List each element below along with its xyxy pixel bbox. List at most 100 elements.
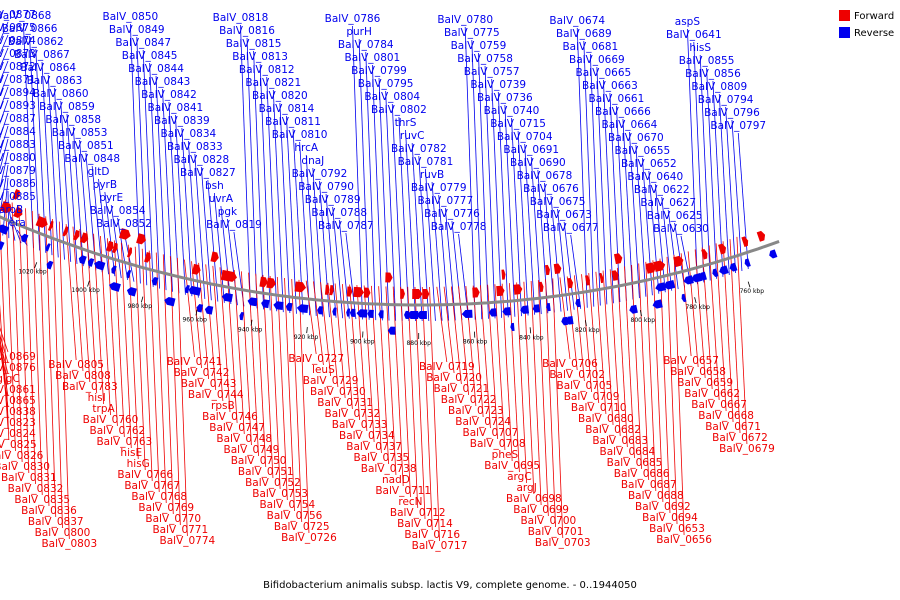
tick-mark: [529, 327, 532, 334]
tick-label: 780 kbp: [685, 304, 710, 311]
reverse-label: BalV_0758: [457, 53, 513, 65]
forward-gene-40: [472, 287, 480, 298]
forward-connector: [313, 281, 324, 366]
forward-connector: [523, 281, 535, 495]
forward-label: trpA: [92, 403, 115, 415]
forward-label: argJ: [516, 482, 536, 494]
reverse-connector: [23, 22, 34, 249]
reverse-connector: [0, 151, 9, 190]
forward-label: BalV_0865: [0, 395, 36, 407]
reverse-label: BalV_0675: [530, 196, 586, 208]
reverse-label: BalV_0775: [444, 27, 500, 39]
reverse-gene-95: [78, 255, 87, 265]
reverse-label: BalV_0652: [621, 158, 677, 170]
forward-connector: [659, 258, 671, 514]
forward-connector: [609, 269, 621, 437]
forward-connector: [79, 228, 91, 383]
reverse-connector: [484, 65, 496, 319]
reverse-gene-46: [404, 310, 409, 319]
forward-connector: [701, 247, 713, 390]
reverse-label: BalV_0787: [318, 220, 374, 232]
reverse-gene-3: [744, 258, 751, 268]
forward-connector: [429, 286, 440, 542]
forward-gene-29: [544, 264, 550, 276]
reverse-gene-11: [683, 275, 694, 285]
reverse-gene-72: [221, 292, 233, 303]
reverse-gene-82: [151, 276, 159, 286]
forward-label: nadD: [382, 474, 410, 486]
reverse-label: BalV_0797: [710, 120, 766, 132]
reverse-connector: [332, 206, 344, 319]
reverse-connector: [576, 27, 588, 308]
forward-label: rpsB: [211, 400, 235, 412]
reverse-gene-39: [488, 308, 497, 317]
forward-label: recN: [398, 496, 422, 508]
reverse-label: BalV_0821: [245, 77, 301, 89]
reverse-connector: [371, 64, 383, 321]
reverse-label: hisS: [689, 42, 711, 54]
legend-reverse-label: Reverse: [854, 28, 894, 39]
forward-gene-25: [567, 277, 574, 289]
reverse-gene-61: [317, 306, 324, 315]
forward-label: BalV_0685: [607, 457, 663, 469]
tick-label: 820 kbp: [575, 327, 600, 334]
reverse-connector: [458, 233, 469, 320]
forward-connector: [349, 284, 361, 421]
forward-gene-108: [0, 201, 12, 214]
reverse-label: gltD: [88, 166, 110, 178]
reverse-connector: [635, 144, 647, 297]
reverse-gene-76: [196, 303, 204, 313]
forward-connector: [494, 284, 506, 451]
reverse-label: BalV_0776: [424, 208, 480, 220]
reverse-connector: [725, 106, 737, 273]
reverse-connector: [0, 138, 9, 171]
forward-gene-27: [553, 263, 562, 275]
forward-connector: [480, 285, 491, 429]
forward-label: BalV_0746: [202, 411, 258, 423]
reverse-connector: [175, 114, 186, 295]
forward-label: BalV_0723: [448, 405, 504, 417]
forward-label: BalV_0808: [55, 370, 111, 382]
forward-gene-75: [210, 251, 219, 263]
reverse-label: BalV_0655: [615, 145, 671, 157]
forward-label: BalV_0711: [375, 485, 431, 497]
forward-connector: [120, 242, 132, 449]
forward-connector: [487, 284, 499, 440]
forward-label: BalV_0720: [426, 372, 482, 384]
forward-connector: [645, 261, 657, 492]
reverse-gene-67: [261, 299, 270, 309]
forward-connector: [638, 263, 650, 481]
forward-label: BalV_0766: [117, 469, 173, 481]
forward-gene-101: [47, 220, 54, 231]
tick-label: 940 kbp: [238, 327, 263, 334]
forward-connector: [255, 273, 267, 468]
forward-connector: [291, 278, 303, 523]
forward-label: BalV_0708: [470, 438, 526, 450]
reverse-label: BalV_0801: [345, 52, 401, 64]
reverse-connector: [648, 170, 660, 294]
reverse-label: purH: [346, 26, 372, 38]
reverse-connector: [609, 92, 621, 303]
reverse-connector: [149, 62, 161, 289]
forward-label: BalV_0682: [585, 424, 641, 436]
reverse-gene-45: [406, 310, 419, 319]
forward-label: BalV_0721: [433, 383, 489, 395]
reverse-label: BalV_0819: [206, 219, 262, 231]
reverse-label: pgk: [218, 206, 238, 218]
forward-label: BalV_0838: [0, 406, 36, 418]
forward-label: BalV_0692: [635, 501, 691, 513]
forward-gene-20: [613, 253, 623, 265]
reverse-label: BalV_0815: [226, 38, 282, 50]
reverse-gene-14: [663, 280, 676, 290]
reverse-connector: [596, 66, 608, 305]
forward-label: BalV_0680: [578, 413, 634, 425]
tick-mark: [585, 320, 587, 327]
reverse-connector: [0, 125, 9, 155]
reverse-label: BalV_0845: [122, 50, 178, 62]
forward-connector: [631, 264, 642, 470]
reverse-gene-80: [185, 284, 190, 294]
tick-mark: [250, 319, 253, 326]
forward-gene-87: [127, 247, 133, 258]
forward-connector: [407, 286, 419, 509]
reverse-gene-16: [655, 282, 667, 292]
